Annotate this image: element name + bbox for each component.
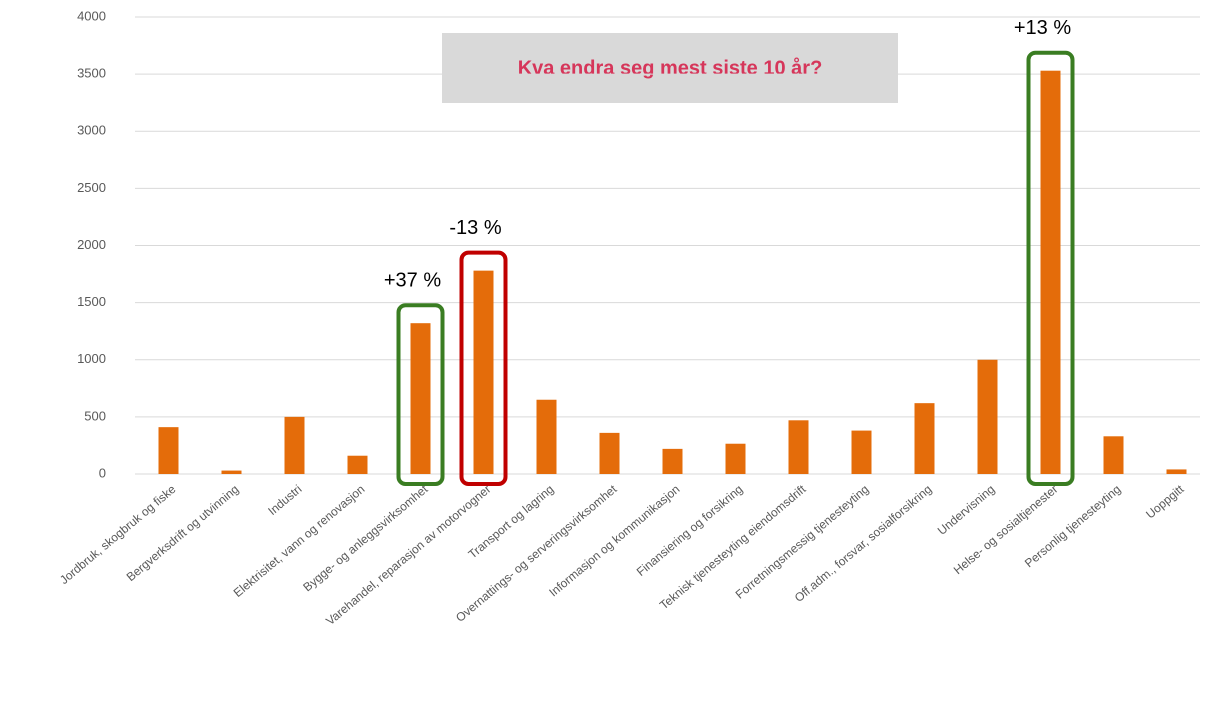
bar <box>473 270 494 474</box>
x-tick-label: Undervisning <box>935 482 998 538</box>
x-tick-label: Finansiering og forsikring <box>634 482 746 579</box>
annotation: +37 % <box>384 269 441 291</box>
bar <box>788 420 809 474</box>
bar <box>1040 70 1061 474</box>
y-tick-label: 2000 <box>77 237 106 252</box>
y-tick-label: 4000 <box>77 8 106 23</box>
x-tick-label: Forretningsmessig tjenesteyting <box>733 482 872 602</box>
y-tick-label: 1000 <box>77 351 106 366</box>
y-tick-label: 3500 <box>77 66 106 81</box>
bar <box>725 443 746 474</box>
x-tick-label: Off.adm., forsvar, sosialforsikring <box>792 482 935 605</box>
y-tick-label: 3000 <box>77 123 106 138</box>
bar <box>599 432 620 474</box>
bar <box>662 448 683 474</box>
title-box <box>442 33 898 103</box>
bar <box>536 399 557 474</box>
x-tick-label: Uoppgitt <box>1143 482 1187 522</box>
highlight-box <box>459 250 508 486</box>
x-tick-label: Industri <box>265 482 304 518</box>
bar <box>914 403 935 474</box>
bar <box>221 470 242 474</box>
x-tick-label: Informasjon og kommunikasjon <box>546 482 682 599</box>
x-tick-label: Bergverksdrift og utvinning <box>124 482 242 584</box>
y-tick-label: 2500 <box>77 180 106 195</box>
chart-title: Kva endra seg mest siste 10 år? <box>518 56 823 79</box>
bar <box>347 455 368 474</box>
bar <box>284 416 305 474</box>
x-tick-label: Elektrisitet, vann og renovasjon <box>231 482 368 600</box>
highlight-box <box>396 303 445 486</box>
bar <box>158 427 179 474</box>
bar <box>410 323 431 474</box>
annotation: -13 % <box>449 217 501 239</box>
x-tick-label: Jordbruk, skogbruk og fiske <box>57 482 179 587</box>
annotation: +13 % <box>1014 17 1071 39</box>
y-tick-label: 0 <box>99 465 106 480</box>
x-tick-label: Bygge- og anleggsvirksomhet <box>300 482 431 595</box>
bar <box>1166 469 1187 474</box>
bar <box>977 359 998 474</box>
bar <box>1103 436 1124 474</box>
x-tick-label: Helse- og sosialtjenester <box>951 482 1061 577</box>
bar <box>851 430 872 474</box>
y-tick-label: 1500 <box>77 294 106 309</box>
highlight-box <box>1026 50 1075 486</box>
y-tick-label: 500 <box>84 408 106 423</box>
